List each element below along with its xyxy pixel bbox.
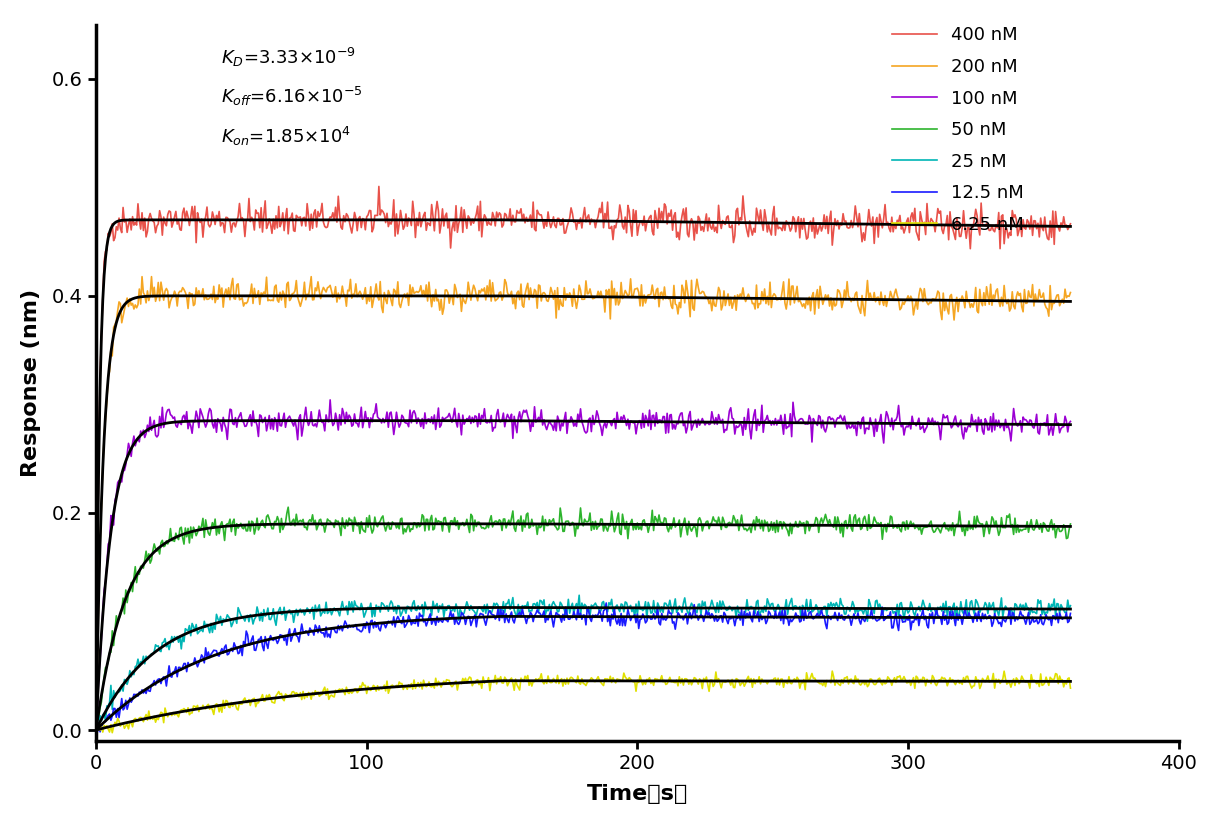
Line: 25 nM: 25 nM bbox=[96, 596, 1071, 742]
12.5 nM bbox=[302, 623, 317, 633]
100 nM bbox=[976, 426, 990, 436]
400 nM bbox=[302, 225, 317, 235]
25 nM bbox=[976, 605, 990, 615]
50 nM bbox=[760, 517, 775, 527]
6.25 nM bbox=[346, 686, 361, 696]
200 nM bbox=[760, 291, 775, 301]
50 nM bbox=[976, 519, 990, 529]
100 nM bbox=[760, 411, 775, 421]
100 nM bbox=[89, 724, 104, 733]
12.5 nM bbox=[568, 610, 582, 620]
6.25 nM bbox=[89, 727, 104, 737]
25 nM bbox=[89, 737, 104, 747]
200 nM bbox=[1063, 288, 1078, 298]
Line: 100 nM: 100 nM bbox=[96, 400, 1071, 728]
Line: 6.25 nM: 6.25 nM bbox=[96, 671, 1071, 733]
Text: $K_D$=3.33×10$^{-9}$
$K_{off}$=6.16×10$^{-5}$
$K_{on}$=1.85×10$^{4}$: $K_D$=3.33×10$^{-9}$ $K_{off}$=6.16×10$^… bbox=[220, 46, 362, 148]
25 nM bbox=[760, 594, 775, 604]
Line: 12.5 nM: 12.5 nM bbox=[96, 603, 1071, 733]
100 nM bbox=[323, 395, 337, 405]
X-axis label: Time（s）: Time（s） bbox=[587, 785, 688, 804]
50 nM bbox=[304, 516, 319, 526]
100 nM bbox=[302, 417, 317, 427]
400 nM bbox=[664, 205, 678, 214]
100 nM bbox=[569, 422, 583, 431]
6.25 nM bbox=[977, 676, 991, 686]
100 nM bbox=[1063, 417, 1078, 427]
50 nM bbox=[664, 524, 678, 534]
50 nM bbox=[89, 719, 104, 728]
100 nM bbox=[664, 409, 678, 419]
Line: 400 nM: 400 nM bbox=[96, 186, 1071, 726]
200 nM bbox=[346, 290, 361, 299]
400 nM bbox=[371, 182, 386, 191]
12.5 nM bbox=[1063, 608, 1078, 618]
12.5 nM bbox=[89, 728, 104, 738]
6.25 nM bbox=[825, 666, 839, 676]
Line: 200 nM: 200 nM bbox=[96, 276, 1071, 743]
25 nM bbox=[568, 602, 582, 612]
25 nM bbox=[572, 591, 587, 601]
12.5 nM bbox=[345, 621, 359, 631]
400 nM bbox=[976, 220, 990, 230]
200 nM bbox=[304, 271, 319, 281]
25 nM bbox=[664, 603, 678, 613]
50 nM bbox=[346, 526, 361, 536]
200 nM bbox=[89, 738, 104, 748]
400 nM bbox=[569, 224, 583, 234]
6.25 nM bbox=[664, 676, 678, 686]
50 nM bbox=[1063, 519, 1078, 529]
200 nM bbox=[569, 304, 583, 314]
400 nM bbox=[89, 721, 104, 731]
Legend: 400 nM, 200 nM, 100 nM, 50 nM, 25 nM, 12.5 nM, 6.25 nM: 400 nM, 200 nM, 100 nM, 50 nM, 25 nM, 12… bbox=[884, 19, 1032, 241]
200 nM bbox=[976, 300, 990, 310]
50 nM bbox=[281, 502, 296, 512]
12.5 nM bbox=[664, 608, 678, 618]
50 nM bbox=[569, 521, 583, 530]
25 nM bbox=[302, 608, 317, 618]
400 nM bbox=[345, 228, 359, 238]
12.5 nM bbox=[760, 615, 775, 625]
12.5 nM bbox=[599, 598, 614, 608]
100 nM bbox=[346, 420, 361, 430]
6.25 nM bbox=[569, 678, 583, 688]
6.25 nM bbox=[304, 695, 319, 705]
200 nM bbox=[144, 271, 158, 281]
25 nM bbox=[345, 596, 359, 606]
25 nM bbox=[1063, 601, 1078, 610]
200 nM bbox=[664, 301, 678, 311]
6.25 nM bbox=[760, 679, 775, 689]
6.25 nM bbox=[105, 728, 119, 738]
400 nM bbox=[760, 227, 775, 237]
6.25 nM bbox=[1063, 683, 1078, 693]
400 nM bbox=[1063, 219, 1078, 229]
12.5 nM bbox=[976, 608, 990, 618]
Line: 50 nM: 50 nM bbox=[96, 507, 1071, 724]
Y-axis label: Response (nm): Response (nm) bbox=[21, 289, 41, 477]
